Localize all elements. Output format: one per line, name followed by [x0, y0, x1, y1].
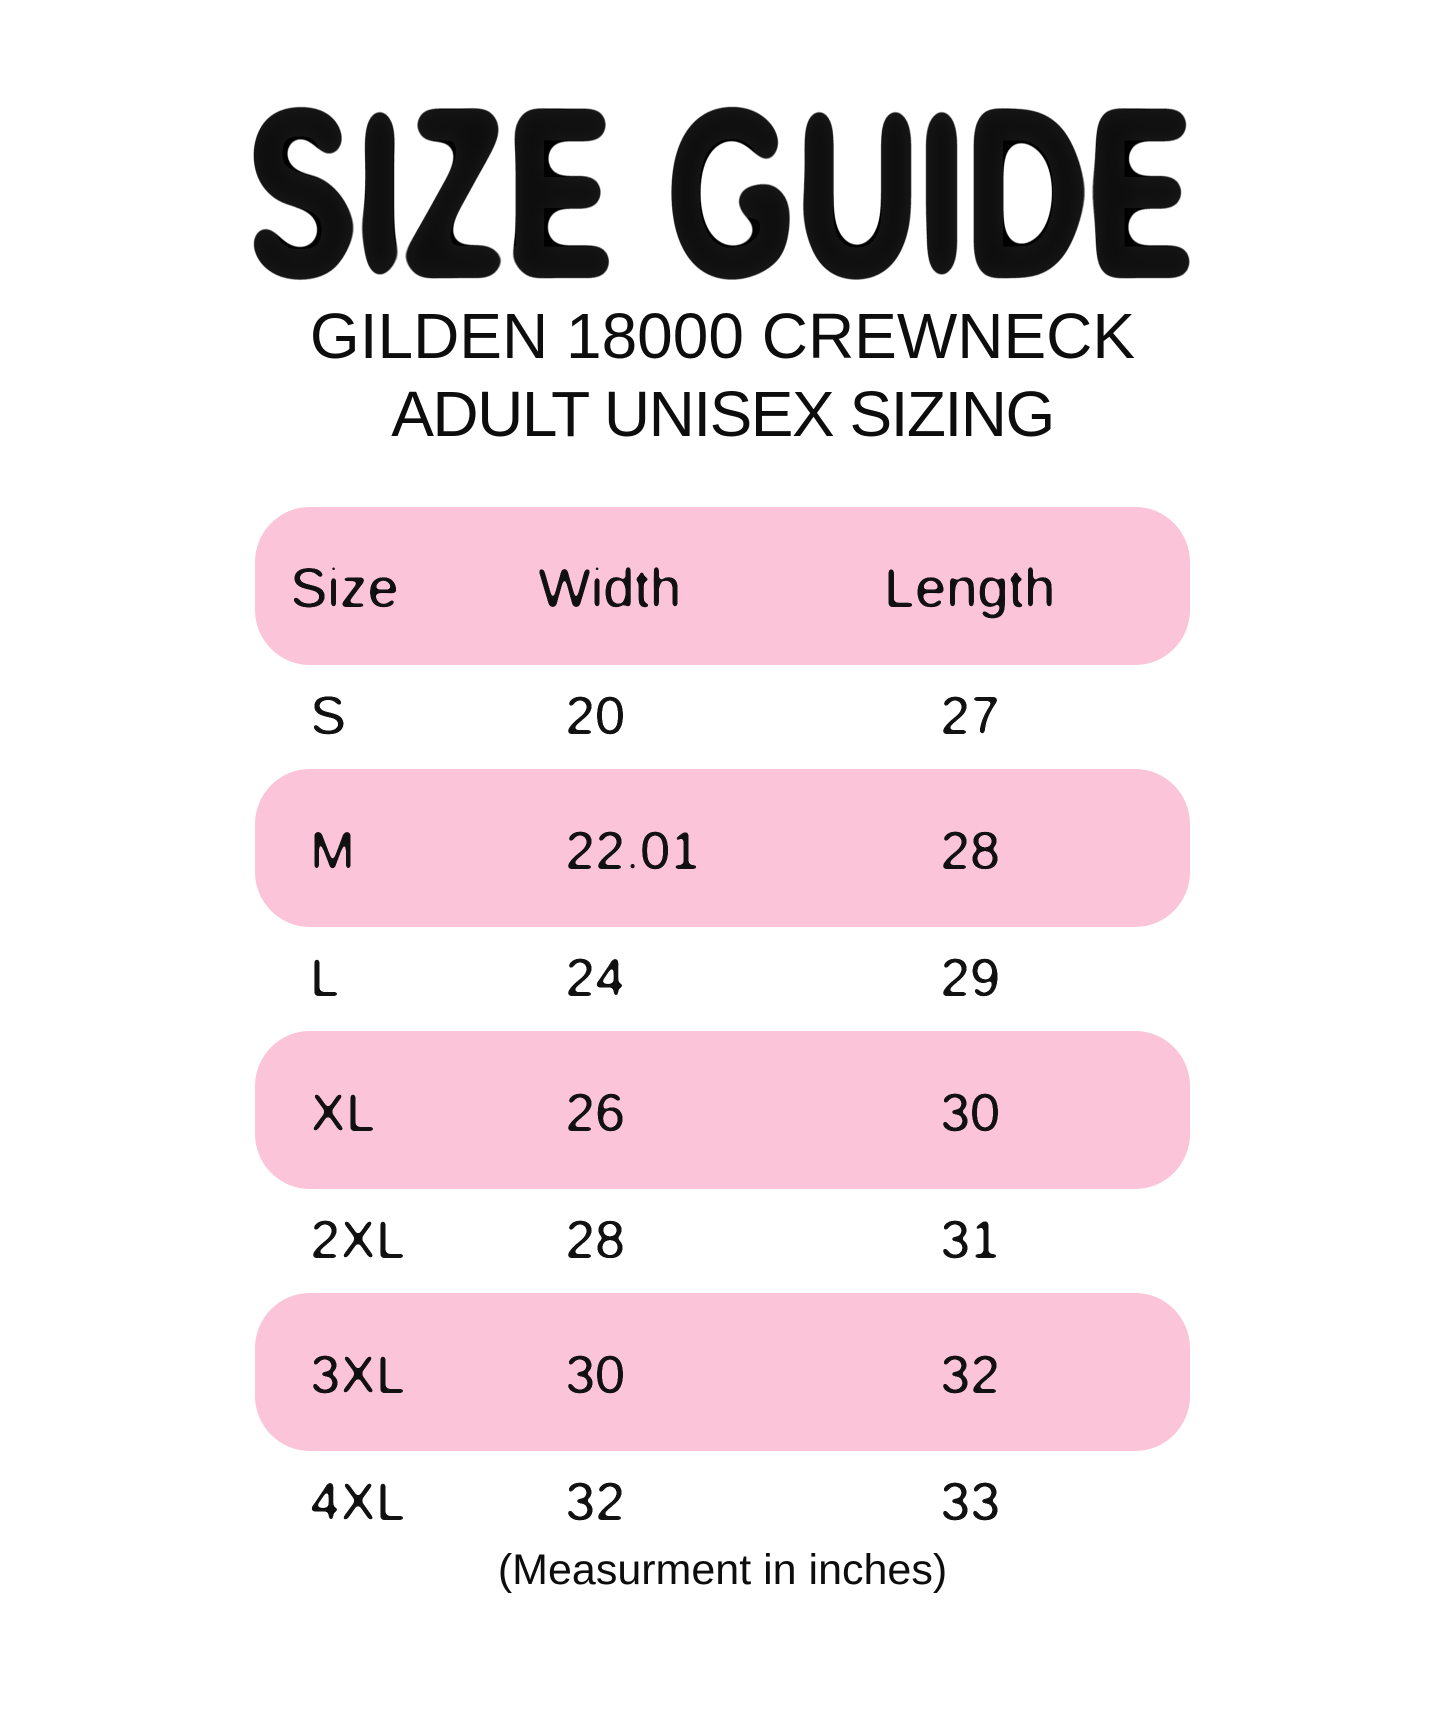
svg-text:28: 28: [940, 821, 1000, 881]
svg-text:M: M: [310, 821, 355, 881]
svg-text:30: 30: [940, 1083, 1000, 1143]
svg-text:28: 28: [565, 1210, 625, 1270]
svg-text:32: 32: [565, 1472, 625, 1532]
svg-text:Length: Length: [884, 556, 1055, 619]
svg-text:33: 33: [940, 1472, 1000, 1532]
svg-text:XL: XL: [310, 1083, 376, 1143]
svg-text:3XL: 3XL: [310, 1345, 406, 1405]
svg-text:S: S: [310, 686, 346, 746]
svg-text:4XL: 4XL: [310, 1472, 406, 1532]
svg-text:Width: Width: [538, 556, 681, 619]
svg-text:26: 26: [565, 1083, 625, 1143]
svg-text:32: 32: [940, 1345, 1000, 1405]
svg-text:SIZE GUIDE: SIZE GUIDE: [244, 61, 1199, 317]
svg-text:20: 20: [565, 686, 625, 746]
svg-text:L: L: [310, 948, 340, 1008]
svg-text:30: 30: [565, 1345, 625, 1405]
svg-text:24: 24: [565, 948, 625, 1008]
svg-text:29: 29: [940, 948, 1000, 1008]
svg-text:Size: Size: [290, 556, 399, 619]
svg-text:31: 31: [940, 1210, 1000, 1270]
svg-text:2XL: 2XL: [310, 1210, 406, 1270]
svg-text:27: 27: [940, 686, 1000, 746]
svg-text:22.01: 22.01: [565, 821, 700, 881]
